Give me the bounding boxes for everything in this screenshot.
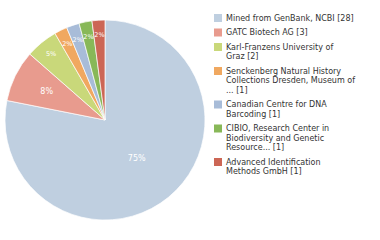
slice-label: 2% (94, 31, 104, 39)
slice-label: 5% (46, 50, 56, 58)
legend-swatch (214, 14, 222, 22)
slice-label: 2% (83, 33, 93, 41)
legend-swatch (214, 29, 222, 37)
legend-swatch (214, 101, 222, 109)
legend-swatch (214, 125, 222, 133)
legend-swatch (214, 158, 222, 166)
slices (5, 20, 205, 220)
legend-label: CIBIO, Research Center inBiodiversity an… (226, 124, 329, 152)
slice-labels: 75%8%5%2%2%2%2% (40, 31, 146, 163)
legend-label: Mined from GenBank, NCBI [28] (226, 14, 354, 23)
slice-label: 2% (62, 40, 72, 48)
legend-swatch (214, 43, 222, 51)
legend-label: Karl-Franzens University ofGraz [2] (226, 43, 333, 62)
pie-slice (5, 20, 205, 220)
legend-swatch (214, 67, 222, 75)
chart: 75%8%5%2%2%2%2%Mined from GenBank, NCBI … (0, 0, 380, 240)
legend-label: Senckenberg Natural HistoryCollections D… (226, 67, 355, 95)
legend-label: GATC Biotech AG [3] (226, 28, 308, 37)
pie-slice (92, 20, 105, 120)
legend: Mined from GenBank, NCBI [28] GATC Biotec… (214, 14, 355, 177)
slice-label: 8% (40, 87, 53, 96)
slice-label: 2% (73, 36, 83, 44)
slice-label: 75% (128, 154, 146, 163)
pie-slice (79, 21, 105, 120)
chart-container: 75%8%5%2%2%2%2%Mined from GenBank, NCBI … (0, 0, 380, 240)
legend-label: Advanced IdentificationMethods GmbH [1] (226, 158, 321, 177)
legend-label: Canadian Centre for DNABarcoding [1] (226, 100, 327, 119)
